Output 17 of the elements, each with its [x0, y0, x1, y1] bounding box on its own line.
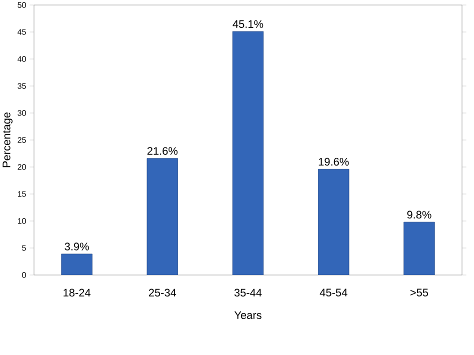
bar — [404, 222, 435, 275]
x-tick-label: >55 — [410, 288, 428, 296]
data-label: 21.6% — [147, 147, 178, 155]
y-axis-title: Percentage — [2, 112, 13, 168]
x-tick-label: 25-34 — [148, 288, 176, 297]
data-label: 9.8% — [407, 210, 432, 219]
data-label: 3.9% — [64, 242, 89, 250]
bar — [232, 31, 264, 275]
bar — [318, 168, 350, 275]
x-tick-label: 18-24 — [64, 288, 90, 297]
x-tick-label: 45-54 — [320, 288, 348, 296]
data-label: 45.1% — [232, 20, 264, 28]
bar — [61, 254, 92, 275]
x-axis-title: Years — [234, 311, 262, 320]
x-tick-label: 35-44 — [234, 288, 262, 297]
bar — [146, 158, 178, 275]
data-label: 19.6% — [318, 158, 349, 166]
